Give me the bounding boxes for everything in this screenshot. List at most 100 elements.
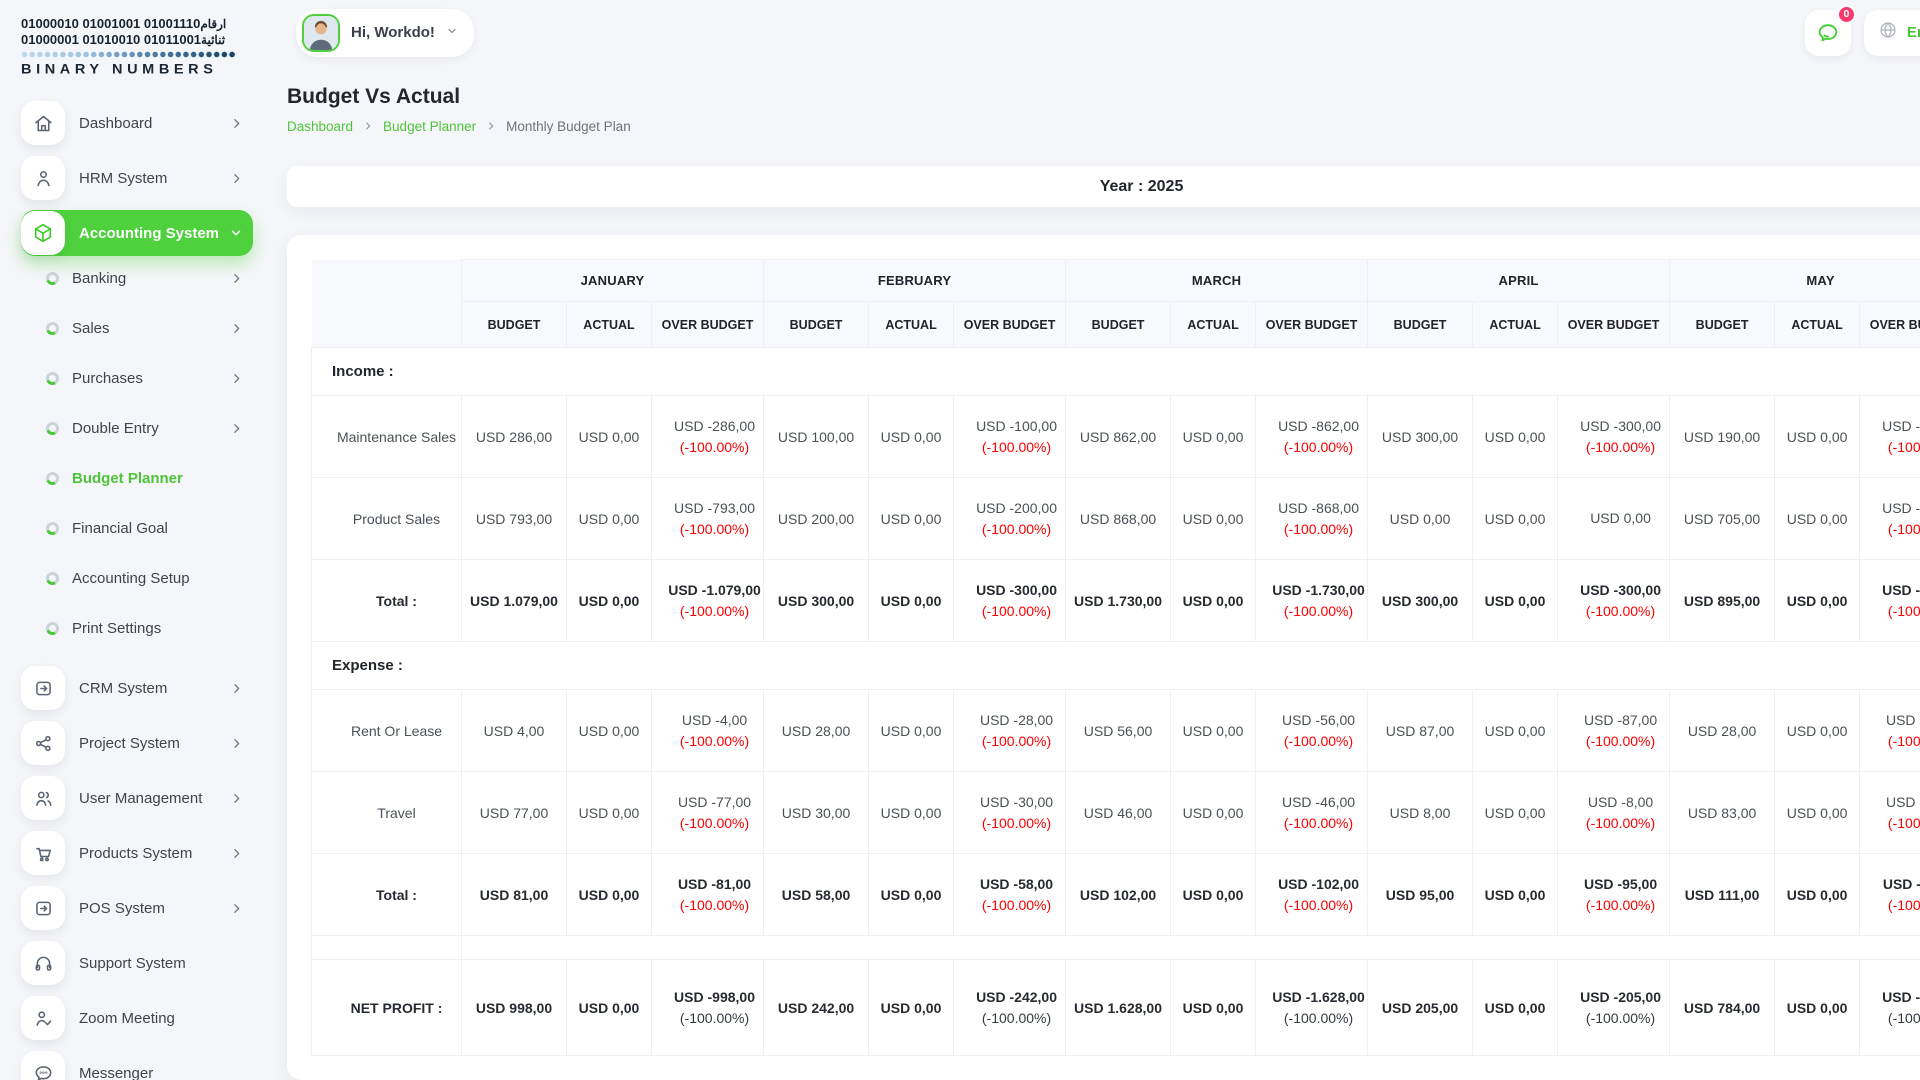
budget-cell: USD 998,00 <box>462 960 567 1056</box>
month-header-may: MAY <box>1670 260 1920 302</box>
chevron-down-icon <box>229 226 243 240</box>
budget-cell: USD 30,00 <box>764 772 869 854</box>
circle-icon <box>46 322 59 335</box>
month-header-april: APRIL <box>1368 260 1670 302</box>
actual-cell: USD 0,00 <box>1473 772 1558 854</box>
budget-cell: USD 58,00 <box>764 854 869 936</box>
circle-icon <box>46 422 59 435</box>
column-header-february-over-budget: OVER BUDGET <box>954 302 1066 348</box>
actual-cell: USD 0,00 <box>1473 478 1558 560</box>
chevron-right-icon <box>230 322 243 335</box>
over-budget-cell: USD -300,00(-100.00%) <box>954 560 1066 642</box>
breadcrumb-budget-planner[interactable]: Budget Planner <box>383 119 476 134</box>
budget-cell: USD 300,00 <box>764 560 869 642</box>
logo-binary-line-1: 01000010 01001001 01001110ارقام <box>21 16 241 32</box>
sidebar-item-budget-planner[interactable]: Budget Planner <box>21 465 253 491</box>
sidebar-item-products-system[interactable]: Products System <box>21 830 253 876</box>
crm-icon <box>21 666 65 710</box>
circle-icon <box>46 472 59 485</box>
table-row-product-sales: Product SalesUSD 793,00USD 0,00USD -793,… <box>312 478 1920 560</box>
actual-cell: USD 0,00 <box>1775 478 1860 560</box>
column-header-april-budget: BUDGET <box>1368 302 1473 348</box>
over-budget-cell: USD -8,00(-100.00%) <box>1558 772 1670 854</box>
over-budget-cell: USD -200,00(-100.00%) <box>954 478 1066 560</box>
brand-logo: 01000010 01001001 01001110ارقام 01000001… <box>21 16 241 78</box>
breadcrumb-dashboard[interactable]: Dashboard <box>287 119 353 134</box>
chat-icon <box>21 1051 65 1080</box>
sidebar-item-support-system[interactable]: Support System <box>21 940 253 986</box>
budget-cell: USD 111,00 <box>1670 854 1775 936</box>
chevron-right-icon <box>230 372 243 385</box>
topbar-actions: 0 English <box>1805 10 1920 56</box>
actual-cell: USD 0,00 <box>869 396 954 478</box>
over-budget-cell: USD -1.079,00(-100.00%) <box>652 560 764 642</box>
row-label: Rent Or Lease <box>312 690 462 772</box>
sidebar-item-dashboard[interactable]: Dashboard <box>21 100 253 146</box>
user-menu[interactable]: Hi, Workdo! <box>296 9 474 57</box>
table-row-net-profit: NET PROFIT :USD 998,00USD 0,00USD -998,0… <box>312 960 1920 1056</box>
sidebar-item-label: Purchases <box>72 370 143 387</box>
over-budget-cell: USD -205,00(-100.00%) <box>1558 960 1670 1056</box>
sidebar-item-sales[interactable]: Sales <box>21 315 253 341</box>
actual-cell: USD 0,00 <box>1473 960 1558 1056</box>
chevron-right-icon <box>230 422 243 435</box>
breadcrumb-current: Monthly Budget Plan <box>506 119 631 134</box>
sidebar-item-hrm-system[interactable]: HRM System <box>21 155 253 201</box>
sidebar-item-accounting-system[interactable]: Accounting System <box>21 210 253 256</box>
sidebar-item-financial-goal[interactable]: Financial Goal <box>21 515 253 541</box>
sidebar-item-project-system[interactable]: Project System <box>21 720 253 766</box>
spacer-row <box>312 936 1920 960</box>
breadcrumb: Dashboard Budget Planner Monthly Budget … <box>287 119 1920 134</box>
chevron-right-icon <box>230 272 243 285</box>
sidebar-item-user-management[interactable]: User Management <box>21 775 253 821</box>
sidebar-item-accounting-setup[interactable]: Accounting Setup <box>21 565 253 591</box>
over-budget-cell: USD -30,00(-100.00%) <box>954 772 1066 854</box>
sidebar-item-banking[interactable]: Banking <box>21 265 253 291</box>
column-header-february-actual: ACTUAL <box>869 302 954 348</box>
budget-cell: USD 28,00 <box>1670 690 1775 772</box>
over-budget-cell: USD -705,00(-100.00%) <box>1860 478 1920 560</box>
over-budget-cell: USD -793,00(-100.00%) <box>652 478 764 560</box>
column-header-february-budget: BUDGET <box>764 302 869 348</box>
over-budget-cell: USD -56,00(-100.00%) <box>1256 690 1368 772</box>
actual-cell: USD 0,00 <box>567 560 652 642</box>
month-header-row: JANUARYFEBRUARYMARCHAPRILMAY <box>312 260 1920 302</box>
sidebar-item-pos-system[interactable]: POS System <box>21 885 253 931</box>
language-selector[interactable]: English <box>1864 10 1920 56</box>
actual-cell: USD 0,00 <box>567 396 652 478</box>
actual-cell: USD 0,00 <box>1473 560 1558 642</box>
sidebar-item-label: Accounting Setup <box>72 570 190 587</box>
month-header-february: FEBRUARY <box>764 260 1066 302</box>
sidebar-item-crm-system[interactable]: CRM System <box>21 665 253 711</box>
over-budget-cell: USD -95,00(-100.00%) <box>1558 854 1670 936</box>
sidebar-item-zoom-meeting[interactable]: Zoom Meeting <box>21 995 253 1041</box>
budget-table-scroll[interactable]: JANUARYFEBRUARYMARCHAPRILMAYBUDGETACTUAL… <box>311 259 1920 1056</box>
page-title: Budget Vs Actual <box>287 85 1920 109</box>
table-row-total: Total :USD 81,00USD 0,00USD -81,00(-100.… <box>312 854 1920 936</box>
sidebar-item-print-settings[interactable]: Print Settings <box>21 615 253 641</box>
messages-button[interactable]: 0 <box>1805 10 1851 56</box>
actual-cell: USD 0,00 <box>1171 478 1256 560</box>
sidebar-item-messenger[interactable]: Messenger <box>21 1050 253 1080</box>
budget-cell: USD 81,00 <box>462 854 567 936</box>
sidebar-item-label: Products System <box>79 845 192 862</box>
over-budget-cell: USD -190,00(-100.00%) <box>1860 396 1920 478</box>
table-row-rent-or-lease: Rent Or LeaseUSD 4,00USD 0,00USD -4,00(-… <box>312 690 1920 772</box>
actual-cell: USD 0,00 <box>567 854 652 936</box>
chevron-right-icon <box>230 172 243 185</box>
over-budget-cell: USD -28,00(-100.00%) <box>1860 690 1920 772</box>
budget-cell: USD 77,00 <box>462 772 567 854</box>
budget-cell: USD 1.730,00 <box>1066 560 1171 642</box>
actual-cell: USD 0,00 <box>567 478 652 560</box>
actual-cell: USD 0,00 <box>567 960 652 1056</box>
sidebar-item-label: CRM System <box>79 680 167 697</box>
sidebar-item-double-entry[interactable]: Double Entry <box>21 415 253 441</box>
chevron-right-icon <box>230 847 243 860</box>
greeting-text: Hi, Workdo! <box>351 24 435 41</box>
budget-cell: USD 868,00 <box>1066 478 1171 560</box>
actual-cell: USD 0,00 <box>1775 772 1860 854</box>
actual-cell: USD 0,00 <box>869 854 954 936</box>
sidebar-item-purchases[interactable]: Purchases <box>21 365 253 391</box>
over-budget-cell: USD -286,00(-100.00%) <box>652 396 764 478</box>
budget-cell: USD 300,00 <box>1368 396 1473 478</box>
